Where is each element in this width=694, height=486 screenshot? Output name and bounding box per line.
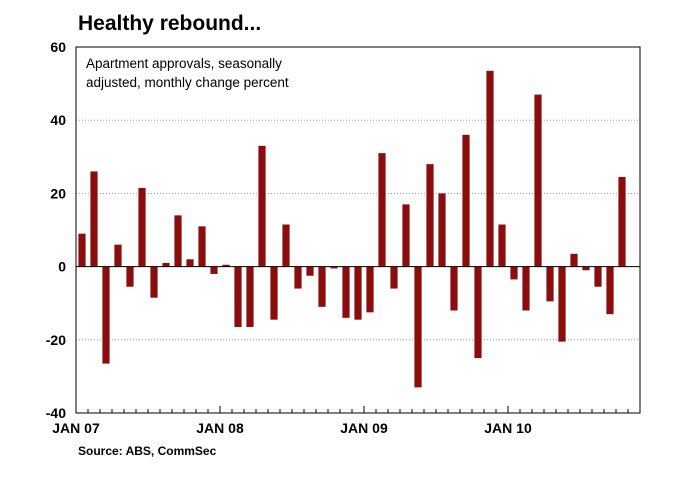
- bar-aug-08: [306, 266, 314, 276]
- bar-jan-09: [366, 266, 374, 313]
- bar-nov-09: [486, 70, 494, 267]
- x-tick-label: JAN 07: [52, 420, 100, 436]
- chart-title: Healthy rebound...: [78, 12, 262, 35]
- bars: [78, 70, 638, 388]
- y-tick-label: 60: [50, 39, 66, 55]
- bar-dec-09: [498, 224, 506, 267]
- bar-mar-08: [246, 266, 254, 327]
- bar-apr-09: [402, 204, 410, 267]
- x-tick-label: JAN 10: [484, 420, 532, 436]
- source-note: Source: ABS, CommSec: [78, 444, 217, 458]
- bar-jun-10: [570, 253, 578, 267]
- bar-apr-10: [546, 266, 554, 302]
- bar-aug-10: [594, 266, 602, 287]
- x-tick-label: JAN 09: [340, 420, 388, 436]
- bar-feb-07: [90, 171, 98, 267]
- chart-subtitle: Apartment approvals, seasonally adjusted…: [86, 54, 386, 92]
- y-tick-label: 40: [50, 112, 66, 128]
- plot-frame: [75, 46, 641, 414]
- bar-jul-08: [294, 266, 302, 289]
- bar-oct-07: [186, 259, 194, 267]
- bar-aug-07: [162, 262, 170, 267]
- bar-jul-10: [582, 266, 590, 271]
- bar-jun-07: [138, 187, 146, 267]
- bar-may-07: [126, 266, 134, 287]
- bar-mar-10: [534, 94, 542, 267]
- y-tick-label: -40: [46, 405, 66, 421]
- bar-may-09: [414, 266, 422, 388]
- bar-dec-08: [354, 266, 362, 320]
- bar-nov-08: [342, 266, 350, 318]
- y-tick-label: -20: [46, 332, 66, 348]
- bar-jun-08: [282, 224, 290, 267]
- bar-jul-09: [438, 193, 446, 267]
- bar-jan-07: [78, 233, 86, 267]
- subtitle-line-2: adjusted, monthly change percent: [86, 75, 289, 90]
- axis-ticks: -40 -20 0 20 40 60 JAN 07 JAN 08 JAN 09 JAN 10: [46, 39, 641, 436]
- bar-oct-09: [474, 266, 482, 359]
- bar-mar-09: [390, 266, 398, 289]
- bar-apr-07: [114, 244, 122, 267]
- bar-sep-08: [318, 266, 326, 307]
- bar-jul-07: [150, 266, 158, 298]
- bar-mar-07: [102, 266, 110, 364]
- bar-jan-08: [222, 264, 230, 267]
- x-tick-label: JAN 08: [196, 420, 244, 436]
- bar-sep-07: [174, 215, 182, 267]
- bar-feb-10: [522, 266, 530, 311]
- bar-nov-07: [198, 226, 206, 267]
- bar-sep-10: [606, 266, 614, 315]
- bar-jan-10: [510, 266, 518, 280]
- bar-may-08: [270, 266, 278, 320]
- bar-oct-08: [330, 266, 338, 269]
- y-tick-label: 20: [50, 185, 66, 201]
- bar-sep-09: [462, 134, 470, 267]
- bar-feb-09: [378, 153, 386, 267]
- bar-apr-08: [258, 145, 266, 267]
- subtitle-line-1: Apartment approvals, seasonally: [86, 56, 282, 71]
- bar-jun-09: [426, 164, 434, 267]
- bar-aug-09: [450, 266, 458, 311]
- bar-dec-07: [210, 266, 218, 274]
- bar-oct-10: [618, 176, 626, 267]
- y-tick-label: 0: [58, 259, 66, 275]
- bar-may-10: [558, 266, 566, 342]
- bar-feb-08: [234, 266, 242, 327]
